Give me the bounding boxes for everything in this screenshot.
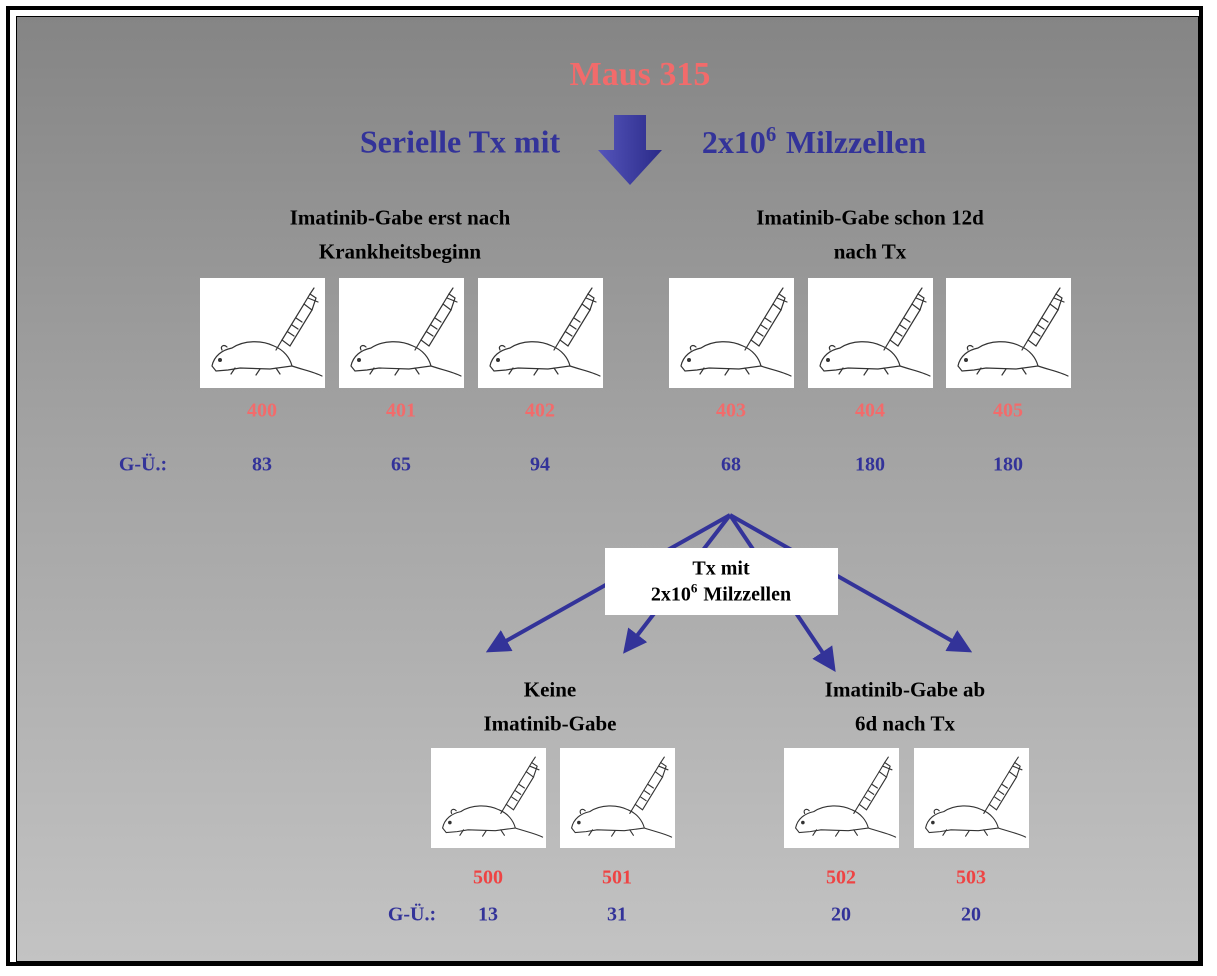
survival-days: 65: [391, 454, 411, 477]
cell-count: 2x106 Milzzellen: [651, 581, 791, 607]
survival-days: 83: [252, 454, 272, 477]
mouse-id: 403: [716, 400, 746, 423]
survival-days: 94: [530, 454, 550, 477]
count-base: 2x10: [651, 583, 691, 605]
mouse-image: [914, 748, 1029, 848]
group-heading: Krankheitsbeginn: [319, 240, 481, 265]
mouse-id: 503: [956, 867, 986, 890]
page: Maus 315Serielle Tx mit2x106MilzzellenTx…: [0, 0, 1217, 976]
mouse-image: [669, 278, 794, 388]
count-base: 2x10: [702, 124, 766, 160]
transplant-label: Serielle Tx mit: [360, 124, 560, 161]
survival-days: 20: [961, 904, 981, 927]
mouse-icon: [339, 278, 464, 388]
count-unit: Milzzellen: [703, 583, 791, 605]
count-unit: Milzzellen: [786, 124, 926, 160]
survival-days: 13: [478, 904, 498, 927]
mouse-icon: [946, 278, 1071, 388]
mouse-id: 402: [525, 400, 555, 423]
group-heading: Imatinib-Gabe ab: [825, 678, 985, 703]
mouse-image: [339, 278, 464, 388]
mouse-id: 405: [993, 400, 1023, 423]
transplant-cells: 2x106 Milzzellen: [702, 123, 926, 161]
mouse-image: [478, 278, 603, 388]
title: Maus 315: [570, 56, 711, 94]
count-exponent: 6: [766, 123, 776, 146]
mouse-image: [808, 278, 933, 388]
mouse-image: [431, 748, 546, 848]
count-exponent: 6: [691, 581, 698, 596]
mouse-image: [946, 278, 1071, 388]
mouse-id: 500: [473, 867, 503, 890]
group-heading: 6d nach Tx: [855, 712, 955, 737]
survival-days: 20: [831, 904, 851, 927]
mouse-image: [784, 748, 899, 848]
group-heading: Imatinib-Gabe schon 12d: [756, 206, 984, 231]
down-arrow: [598, 115, 662, 185]
mouse-icon: [478, 278, 603, 388]
mouse-id: 404: [855, 400, 885, 423]
mouse-icon: [200, 278, 325, 388]
survival-label: G-Ü.:: [388, 904, 436, 927]
mouse-id: 501: [602, 867, 632, 890]
survival-label: G-Ü.:: [119, 454, 167, 477]
survival-days: 31: [607, 904, 627, 927]
survival-days: 68: [721, 454, 741, 477]
survival-days: 180: [855, 454, 885, 477]
mouse-id: 400: [247, 400, 277, 423]
mouse-id: 401: [386, 400, 416, 423]
mouse-id: 502: [826, 867, 856, 890]
group-heading: Imatinib-Gabe: [483, 712, 616, 737]
mouse-icon: [669, 278, 794, 388]
group-heading: Imatinib-Gabe erst nach: [290, 206, 511, 231]
mouse-icon: [914, 748, 1029, 848]
mouse-icon: [784, 748, 899, 848]
mouse-image: [200, 278, 325, 388]
group-heading: nach Tx: [834, 240, 907, 265]
group-heading: Keine: [524, 678, 577, 703]
mouse-image: [560, 748, 675, 848]
cell-count: 2x106 Milzzellen: [702, 123, 926, 161]
box-label: Tx mit: [651, 558, 791, 581]
mouse-icon: [560, 748, 675, 848]
mouse-icon: [808, 278, 933, 388]
mouse-icon: [431, 748, 546, 848]
survival-days: 180: [993, 454, 1023, 477]
